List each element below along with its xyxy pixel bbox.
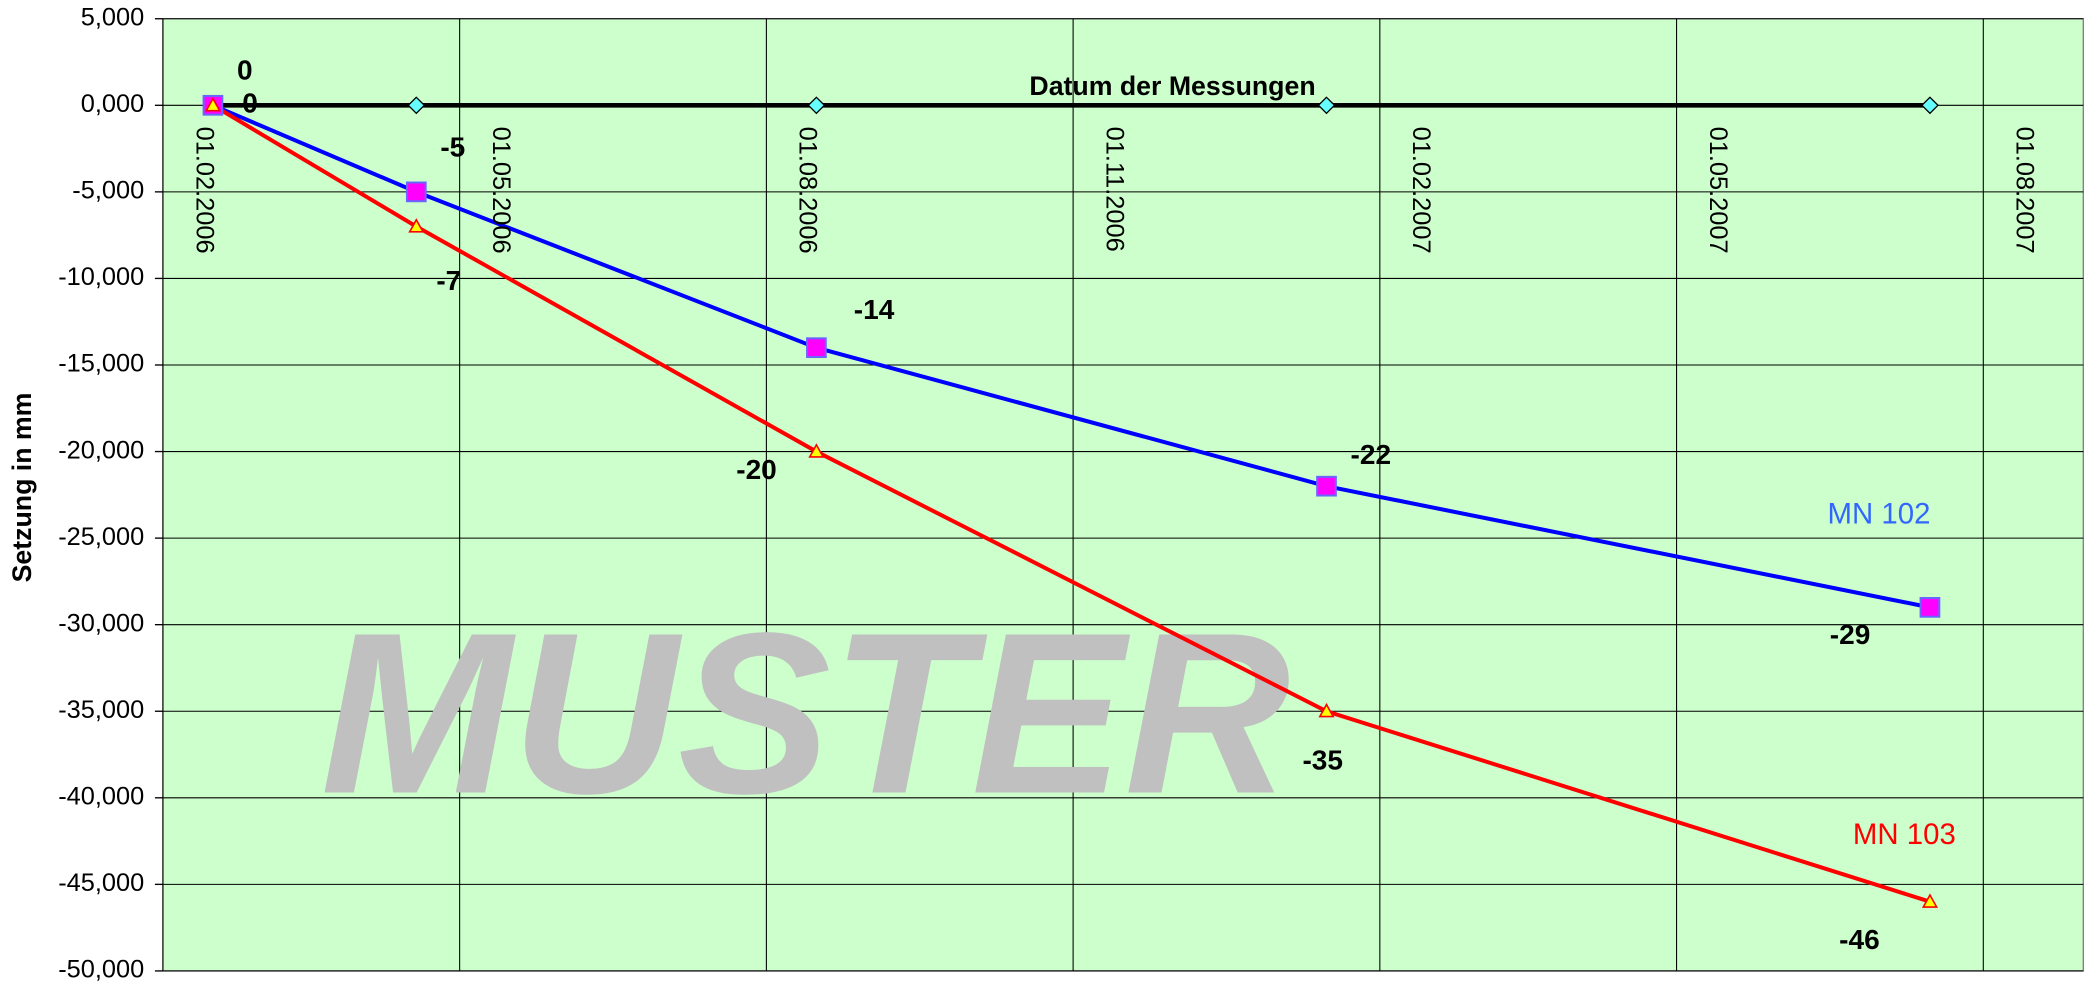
marker bbox=[1317, 96, 1336, 115]
y-axis-title: Setzung in mm bbox=[7, 393, 37, 583]
data-label: -20 bbox=[736, 454, 777, 485]
data-label: -7 bbox=[436, 265, 461, 296]
series-label: MN 102 bbox=[1828, 497, 1931, 530]
marker bbox=[407, 96, 426, 115]
marker bbox=[1919, 597, 1941, 618]
x-tick-label: 01.08.2006 bbox=[794, 127, 822, 254]
data-label: 0 bbox=[242, 88, 258, 119]
marker bbox=[1920, 96, 1939, 115]
data-label: -46 bbox=[1839, 924, 1880, 955]
x-tick-label: 01.05.2007 bbox=[1704, 127, 1732, 254]
x-tick-label: 01.08.2007 bbox=[2011, 127, 2039, 254]
x-tick-label: 01.05.2006 bbox=[487, 127, 515, 254]
x-tick-label: 01.11.2006 bbox=[1100, 127, 1128, 252]
y-tick-label: -20,000 bbox=[58, 436, 144, 464]
y-tick-label: -30,000 bbox=[58, 609, 144, 637]
data-label: 0 bbox=[237, 54, 253, 85]
x-tick-label: 01.02.2006 bbox=[190, 127, 218, 254]
data-label: -35 bbox=[1302, 744, 1343, 775]
marker bbox=[408, 218, 425, 233]
watermark: MUSTER bbox=[321, 585, 1291, 842]
plot-area bbox=[162, 18, 2084, 972]
y-tick-label: -15,000 bbox=[58, 350, 144, 378]
series-label: MN 103 bbox=[1853, 818, 1956, 851]
y-tick-label: -45,000 bbox=[58, 869, 144, 897]
y-tick-label: -35,000 bbox=[58, 696, 144, 724]
data-label: -14 bbox=[854, 294, 895, 325]
y-tick-label: -50,000 bbox=[58, 956, 144, 984]
y-tick-label: 0,000 bbox=[81, 90, 144, 118]
marker bbox=[807, 96, 826, 115]
marker bbox=[1318, 702, 1335, 718]
x-tick-label: 01.02.2007 bbox=[1407, 127, 1435, 254]
y-tick-label: -5,000 bbox=[72, 177, 144, 205]
marker bbox=[1921, 893, 1938, 908]
y-tick-label: 5,000 bbox=[81, 3, 144, 31]
marker bbox=[204, 96, 221, 112]
marker bbox=[1316, 475, 1337, 497]
data-label: -29 bbox=[1830, 619, 1871, 650]
y-tick-label: -25,000 bbox=[58, 523, 144, 551]
marker bbox=[405, 181, 427, 203]
marker bbox=[808, 443, 825, 458]
data-label: -22 bbox=[1351, 439, 1392, 470]
y-tick-label: -10,000 bbox=[58, 263, 144, 291]
marker bbox=[806, 337, 827, 359]
y-tick-label: -40,000 bbox=[58, 783, 144, 811]
data-label: -5 bbox=[440, 132, 465, 163]
x-axis-title: Datum der Messungen bbox=[1029, 71, 1315, 101]
